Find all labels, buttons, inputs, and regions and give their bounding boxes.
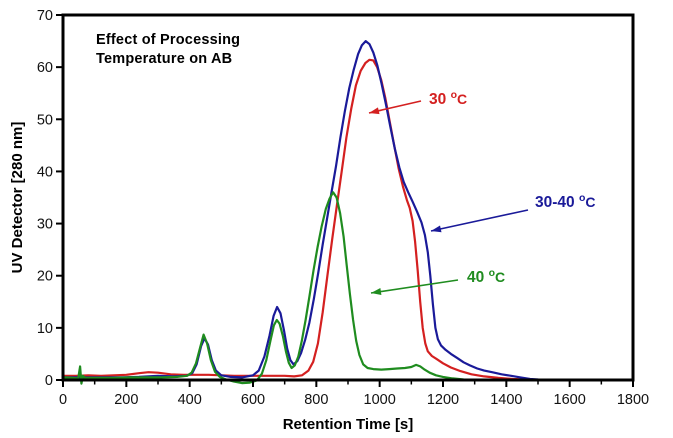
x-tick-label: 800 — [304, 392, 328, 408]
series-curve-3 — [61, 191, 533, 385]
y-tick-label: 40 — [37, 164, 53, 180]
label-30-40C: 30-40 oC — [535, 192, 596, 211]
series-curve-1 — [61, 58, 529, 381]
y-axis-title: UV Detector [280 nm] — [9, 122, 26, 274]
label-30-40C-arrow-head — [431, 225, 442, 233]
x-tick-label: 1800 — [617, 392, 649, 408]
y-tick-label: 0 — [45, 373, 53, 389]
x-tick-label: 200 — [114, 392, 138, 408]
x-tick-label: 1000 — [364, 392, 396, 408]
plot-frame — [61, 13, 635, 382]
y-tick-label: 10 — [37, 321, 53, 337]
y-tick-label: 70 — [37, 8, 53, 24]
label-40C: 40 oC — [467, 267, 505, 286]
label-30C-arrow-head — [369, 107, 380, 115]
label-40C-arrow-line — [370, 279, 459, 294]
x-tick-label: 1200 — [427, 392, 459, 408]
x-tick-label: 1600 — [554, 392, 586, 408]
y-tick-label: 30 — [37, 217, 53, 233]
chart-title-line1: Effect of Processing — [96, 32, 241, 48]
x-tick-label: 0 — [59, 392, 67, 408]
x-tick-label: 1400 — [490, 392, 522, 408]
y-tick-label: 50 — [37, 112, 53, 128]
chart-title-line2: Temperature on AB — [96, 51, 233, 67]
y-tick-label: 60 — [37, 60, 53, 76]
label-40C-arrow-head — [371, 288, 382, 295]
x-axis-title: Retention Time [s] — [283, 416, 414, 433]
label-30C: 30 oC — [429, 89, 467, 108]
y-tick-label: 20 — [37, 269, 53, 285]
x-tick-label: 400 — [178, 392, 202, 408]
chart-title: Effect of Processing Temperature on AB — [96, 31, 240, 69]
x-tick-label: 600 — [241, 392, 265, 408]
label-30-40C-arrow-line — [430, 209, 529, 232]
